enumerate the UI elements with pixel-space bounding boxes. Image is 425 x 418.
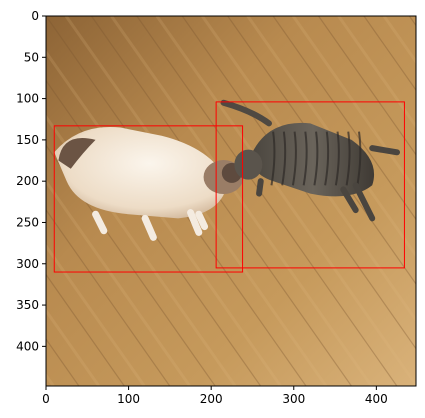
axes-frame	[45, 15, 417, 387]
x-tick-label: 0	[42, 392, 50, 406]
y-tick-label: 50	[24, 50, 39, 64]
x-tick-label: 200	[200, 392, 223, 406]
bounding-box-2	[215, 101, 405, 269]
bounding-box-1	[53, 125, 244, 273]
y-tick-label: 200	[16, 174, 39, 188]
y-tick-label: 0	[31, 9, 39, 23]
tabby-cat	[220, 99, 401, 222]
x-tick-label: 400	[365, 392, 388, 406]
y-tick-label: 150	[16, 133, 39, 147]
y-tick-label: 300	[16, 257, 39, 271]
x-axis: 0 100 200 300 400	[42, 386, 388, 406]
y-axis: 0 50 100 150 200 250 300 350 400	[16, 9, 46, 353]
y-tick-label: 250	[16, 215, 39, 229]
y-tick-label: 100	[16, 92, 39, 106]
y-tick-label: 400	[16, 339, 39, 353]
photo-image	[46, 16, 416, 386]
x-tick-label: 100	[117, 392, 140, 406]
x-tick-label: 300	[282, 392, 305, 406]
bounding-boxes	[53, 101, 405, 273]
y-tick-label: 350	[16, 298, 39, 312]
